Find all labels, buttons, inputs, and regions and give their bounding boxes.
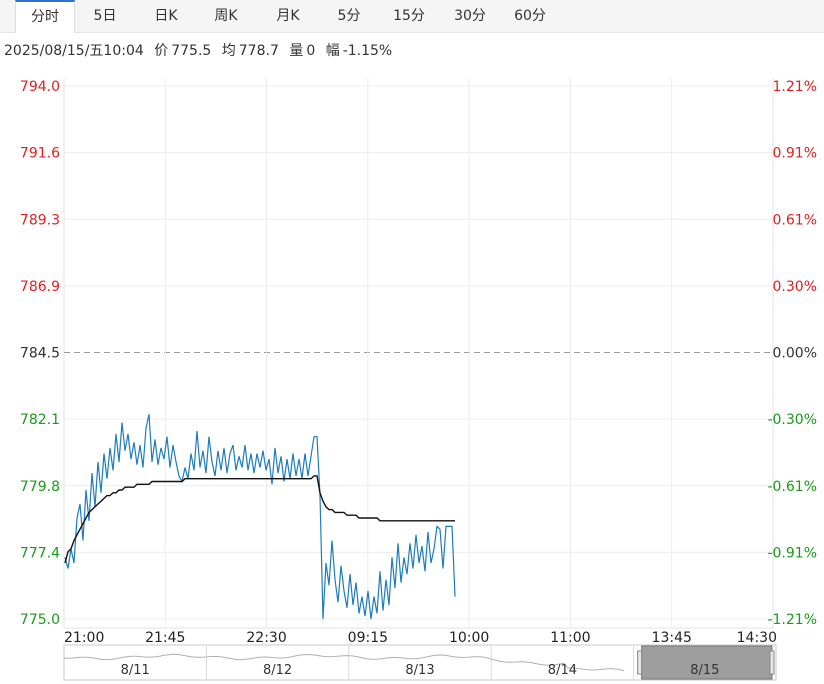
- percent-tick-label: 0.61%: [773, 212, 817, 228]
- time-axis: 21:00 21:45 22:30 09:15 10:00 11:00 13:45 14:30: [64, 630, 777, 646]
- series-lines: [64, 414, 456, 620]
- time-tick-label: 22:30: [246, 630, 286, 646]
- price-tick-label: 794.0: [20, 79, 60, 95]
- percent-tick-label: 0.30%: [773, 279, 817, 295]
- tab-5min[interactable]: 5分: [337, 8, 361, 24]
- time-tick-label: 13:45: [652, 630, 692, 646]
- time-tick-label: 21:45: [145, 630, 185, 646]
- percent-tick-label: -1.21%: [767, 612, 817, 628]
- period-tabs: 分时 5日 日K 周K 月K 5分 15分 30分 60分: [0, 0, 824, 33]
- quote-datetime: 2025/08/15/五10:04: [4, 43, 144, 59]
- navigator-trace: [63, 653, 625, 672]
- volume-label: 量: [289, 43, 304, 59]
- navigator-day-label: 8/11: [121, 663, 150, 678]
- percent-tick-label: 1.21%: [773, 79, 817, 95]
- price-tick-label: 782.1: [20, 412, 60, 428]
- percent-tick-label: -0.61%: [767, 479, 817, 495]
- percent-axis: 1.21% 0.91% 0.61% 0.30% 0.00% -0.30% -0.61% -0.…: [767, 79, 817, 628]
- range-navigator: 8/11 8/12 8/13 8/14 8/15: [63, 644, 777, 681]
- time-tick-label: 10:00: [449, 630, 489, 646]
- navigator-day-label: 8/14: [548, 663, 577, 678]
- time-tick-label: 11:00: [550, 630, 590, 646]
- tab-timeshare[interactable]: 分时: [15, 0, 75, 33]
- amplitude-value: -1.15%: [342, 43, 393, 59]
- tab-15min[interactable]: 15分: [393, 8, 425, 24]
- navigator-window: [641, 645, 773, 680]
- price-label: 价: [154, 43, 169, 59]
- time-tick-label: 14:30: [737, 630, 777, 646]
- navigator-handle-right: [769, 650, 775, 675]
- volume-value: 0: [306, 43, 316, 59]
- tab-monthly-k[interactable]: 月K: [276, 8, 300, 24]
- navigator-day-label: 8/13: [405, 663, 434, 678]
- amplitude-label: 幅: [325, 43, 340, 59]
- navigator-day-label: 8/12: [263, 663, 292, 678]
- avg-value: 778.7: [238, 43, 279, 59]
- time-tick-label: 09:15: [348, 630, 388, 646]
- price-tick-label: 777.4: [20, 545, 60, 561]
- navigator-handle-left: [637, 650, 643, 675]
- tab-5day[interactable]: 5日: [93, 8, 117, 24]
- price-tick-label: 779.8: [20, 479, 60, 495]
- percent-tick-label: 0.00%: [773, 346, 817, 362]
- percent-tick-label: -0.30%: [767, 412, 817, 428]
- price-tick-label: 786.9: [20, 279, 60, 295]
- price-axis: 794.0 791.6 789.3 786.9 784.5 782.1 779.8 777.4…: [20, 79, 60, 628]
- percent-tick-label: 0.91%: [773, 146, 817, 162]
- navigator-day-label: 8/15: [690, 663, 719, 678]
- price-tick-label: 789.3: [20, 212, 60, 228]
- average-line: [64, 475, 455, 564]
- percent-tick-label: -0.91%: [767, 545, 817, 561]
- price-tick-label: 784.5: [20, 346, 60, 362]
- chart-grid: [63, 78, 774, 629]
- time-tick-label: 21:00: [64, 630, 104, 646]
- price-tick-label: 775.0: [20, 612, 60, 628]
- tab-weekly-k[interactable]: 周K: [214, 8, 238, 24]
- tab-daily-k[interactable]: 日K: [154, 8, 178, 24]
- price-value: 775.5: [171, 43, 212, 59]
- tab-30min[interactable]: 30分: [454, 8, 486, 24]
- avg-label: 均: [221, 43, 236, 59]
- price-tick-label: 791.6: [20, 146, 60, 162]
- price-line: [64, 414, 456, 620]
- tab-60min[interactable]: 60分: [514, 8, 546, 24]
